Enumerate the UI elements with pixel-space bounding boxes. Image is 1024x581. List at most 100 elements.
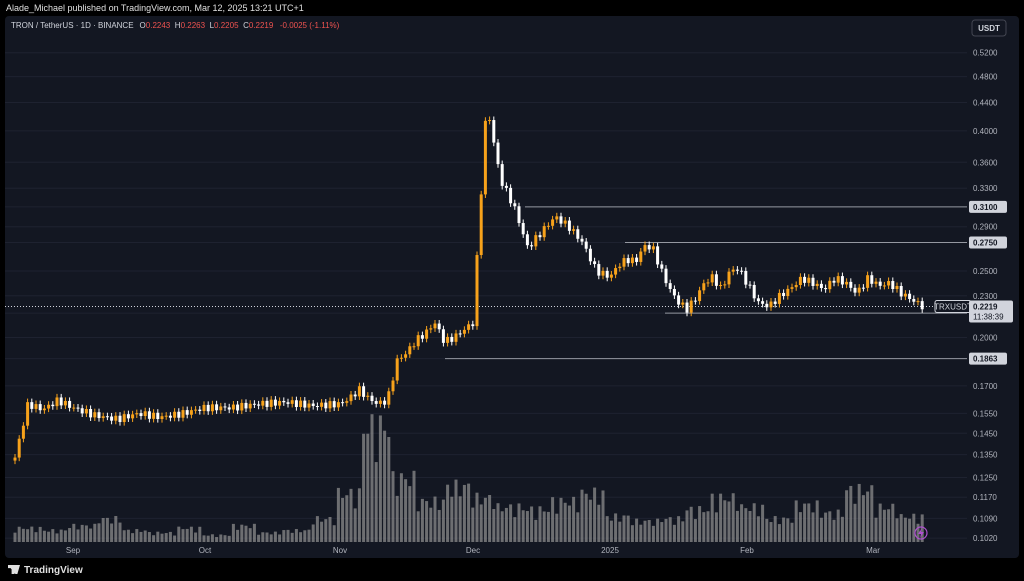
candle-body [605,270,609,278]
volume-bar [97,523,101,542]
candle [513,199,517,210]
candle-body [899,285,903,297]
volume-bar [719,493,723,542]
x-tick-label: Nov [333,546,347,555]
candle-body [597,264,601,276]
candle-body [710,274,714,283]
volume-bar [861,495,865,542]
candle-body [630,257,634,264]
candle-body [303,400,307,408]
candle [693,297,697,305]
volume-bar [68,528,72,542]
candle [714,270,718,290]
candle [147,407,151,423]
volume-bar [425,501,429,542]
volume-bar [101,517,105,542]
candle-body [378,400,382,404]
volume-bar [198,526,202,542]
candle [761,297,765,308]
volume-bar [567,505,571,542]
volume-bar [303,530,307,542]
candle [878,278,882,290]
candle-body [143,411,147,417]
y-tick-label: 0.1090 [973,514,998,523]
candle-body [479,194,483,256]
volume-bar [366,433,370,542]
candle [467,320,471,334]
volume-bar [114,516,118,542]
candle [887,277,891,290]
candle-body [131,414,135,419]
candle-body [168,415,172,418]
candle-body [664,268,668,284]
candle-body [840,276,844,285]
candle [530,241,534,250]
y-tick-label: 0.1250 [973,474,998,483]
volume-bar [920,514,924,542]
volume-bar [265,532,269,542]
chart-panel[interactable]: 0.5200 0.4800 0.4400 0.4000 0.3600 0.3300 0.29… [5,16,1019,558]
volume-bar [895,518,899,542]
volume-bar [572,496,576,542]
y-tick-label: 0.2000 [973,333,998,342]
lightning-icon[interactable] [914,526,928,540]
candle [273,396,277,410]
candle-body [912,298,916,302]
volume-bar [740,504,744,542]
volume-bar [534,519,538,542]
volume-bar [819,517,823,542]
candle-body [223,406,227,408]
candle-body [719,285,723,287]
volume-bar [189,526,193,542]
symbol-name: TRON / TetherUS · 1D · BINANCE [11,21,134,30]
candle [744,267,748,289]
tradingview-logo[interactable]: TradingView [8,565,83,576]
volume-bar [845,490,849,542]
volume-bar [55,533,59,542]
candle-body [832,280,836,283]
candle [408,342,412,358]
candle-body [164,415,168,417]
currency-button[interactable]: USDT [971,19,1007,37]
candle [651,242,655,254]
volume-bar [635,518,639,542]
volume-bar [723,500,727,542]
volume-bar [63,530,67,542]
candle [504,182,508,192]
candle-body [391,380,395,392]
candle-body [349,394,353,402]
candle [13,454,17,465]
candle-body [504,185,508,188]
volume-bar [72,523,76,542]
candle [366,392,370,401]
volume-bar [870,485,874,542]
candle [51,401,55,410]
candle [231,401,235,414]
volume-bar [370,414,374,542]
candle-body [345,401,349,403]
candle-body [93,412,97,418]
candle [668,279,672,293]
volume-bar [765,518,769,542]
candle [899,282,903,301]
candle-body [895,285,899,290]
ohlc-o: O0.2243 [140,21,171,30]
volume-bar [832,519,836,542]
candle-body [714,274,718,286]
volume-bar [521,510,525,542]
candle-body [488,120,492,122]
candle [891,277,895,293]
price-chart[interactable]: 0.5200 0.4800 0.4400 0.4000 0.3600 0.3300 0.29… [5,16,1019,558]
candle [454,329,458,346]
volume-bar [391,471,395,542]
candle [160,412,164,423]
candle [269,396,273,411]
candle [475,251,479,330]
candle [101,412,105,422]
candle [567,217,571,235]
volume-bar [798,512,802,542]
candle [702,279,706,294]
candle [387,387,391,409]
volume-bar [433,496,437,542]
y-tick-label: 0.1020 [973,534,998,543]
